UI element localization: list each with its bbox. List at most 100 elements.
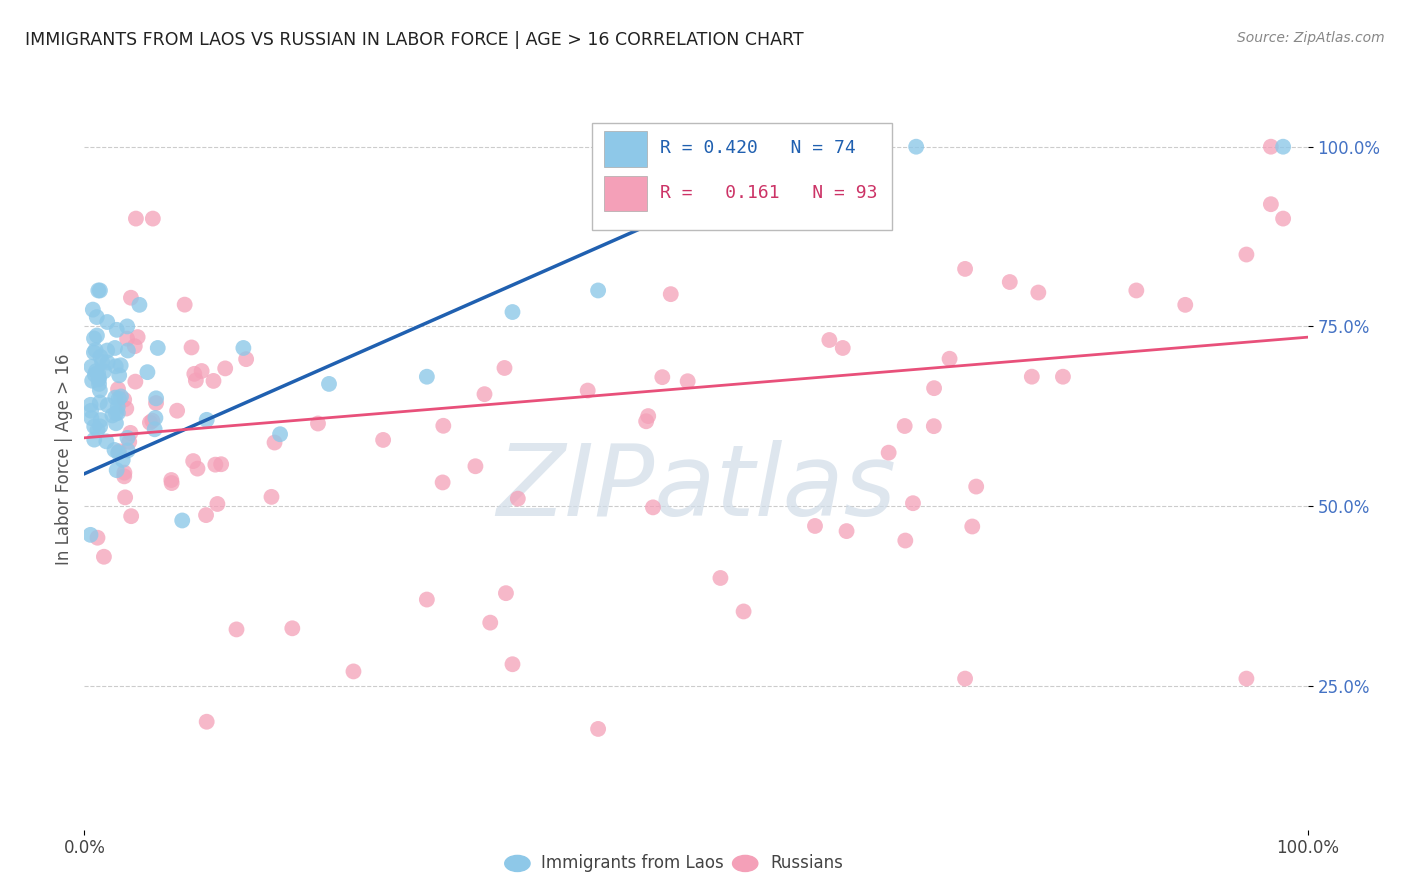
- Point: [804, 519, 827, 533]
- Point: [1021, 369, 1043, 384]
- Point: [225, 623, 247, 637]
- Point: [110, 359, 132, 373]
- Point: [82, 374, 104, 388]
- Point: [416, 369, 439, 384]
- Point: [86, 328, 108, 343]
- Point: [709, 571, 731, 585]
- Point: [127, 330, 149, 344]
- Point: [91, 355, 114, 369]
- Point: [506, 491, 529, 506]
- FancyBboxPatch shape: [605, 131, 647, 167]
- Point: [87, 284, 110, 298]
- Point: [209, 457, 232, 471]
- Point: [93, 364, 115, 378]
- Point: [938, 351, 960, 366]
- Point: [1272, 211, 1295, 226]
- Point: [181, 454, 204, 468]
- Point: [83, 433, 105, 447]
- Point: [831, 341, 853, 355]
- Text: Russians: Russians: [770, 855, 844, 872]
- Point: [80, 359, 103, 374]
- Point: [87, 366, 110, 380]
- Point: [89, 395, 111, 409]
- Point: [104, 417, 127, 431]
- Point: [877, 445, 900, 459]
- Point: [281, 621, 304, 635]
- Point: [953, 672, 976, 686]
- Point: [117, 343, 139, 358]
- Point: [659, 287, 682, 301]
- Point: [90, 413, 112, 427]
- Point: [84, 343, 107, 357]
- Text: R =   0.161   N = 93: R = 0.161 N = 93: [661, 184, 877, 202]
- Point: [1260, 197, 1282, 211]
- Point: [115, 332, 138, 346]
- Point: [142, 211, 165, 226]
- Text: ZIPatlas: ZIPatlas: [496, 441, 896, 538]
- Point: [166, 403, 188, 417]
- Point: [104, 406, 127, 420]
- Point: [204, 458, 226, 472]
- Point: [495, 586, 517, 600]
- Text: Source: ZipAtlas.com: Source: ZipAtlas.com: [1237, 31, 1385, 45]
- Point: [901, 496, 924, 510]
- Point: [87, 376, 110, 391]
- Point: [110, 389, 132, 403]
- Point: [1260, 139, 1282, 153]
- Point: [180, 341, 202, 355]
- Point: [953, 261, 976, 276]
- Point: [160, 473, 183, 487]
- Point: [124, 339, 146, 353]
- Point: [107, 445, 129, 459]
- FancyBboxPatch shape: [605, 176, 647, 211]
- Y-axis label: In Labor Force | Age > 16: In Labor Force | Age > 16: [55, 353, 73, 566]
- Point: [86, 531, 108, 545]
- Point: [1174, 298, 1197, 312]
- Text: Immigrants from Laos: Immigrants from Laos: [541, 855, 724, 872]
- Point: [89, 383, 111, 397]
- Point: [107, 392, 129, 406]
- Point: [202, 374, 225, 388]
- Point: [905, 139, 928, 153]
- Point: [1272, 139, 1295, 153]
- Point: [962, 519, 984, 533]
- Point: [105, 463, 128, 477]
- Point: [894, 533, 917, 548]
- Point: [96, 315, 118, 329]
- Point: [342, 665, 364, 679]
- Point: [835, 524, 858, 538]
- Point: [576, 384, 599, 398]
- Point: [184, 374, 207, 388]
- FancyBboxPatch shape: [592, 122, 891, 230]
- Point: [139, 416, 162, 430]
- Point: [636, 414, 658, 428]
- Point: [82, 302, 104, 317]
- Point: [96, 434, 118, 449]
- Point: [893, 419, 915, 434]
- Point: [120, 291, 142, 305]
- Point: [104, 359, 127, 374]
- Point: [502, 305, 524, 319]
- Point: [474, 387, 496, 401]
- Point: [818, 333, 841, 347]
- Point: [83, 345, 105, 359]
- Point: [117, 431, 139, 445]
- Point: [79, 398, 101, 412]
- Point: [416, 592, 439, 607]
- Point: [112, 466, 135, 480]
- Point: [733, 604, 755, 618]
- Point: [1028, 285, 1050, 300]
- Point: [146, 341, 169, 355]
- Point: [80, 404, 103, 418]
- Point: [87, 372, 110, 386]
- Point: [1052, 369, 1074, 384]
- Point: [145, 392, 167, 406]
- Point: [97, 398, 120, 412]
- Point: [117, 443, 139, 458]
- Point: [263, 435, 285, 450]
- Point: [104, 341, 127, 355]
- Point: [143, 422, 166, 436]
- Point: [586, 722, 609, 736]
- Point: [269, 427, 291, 442]
- Point: [186, 461, 208, 475]
